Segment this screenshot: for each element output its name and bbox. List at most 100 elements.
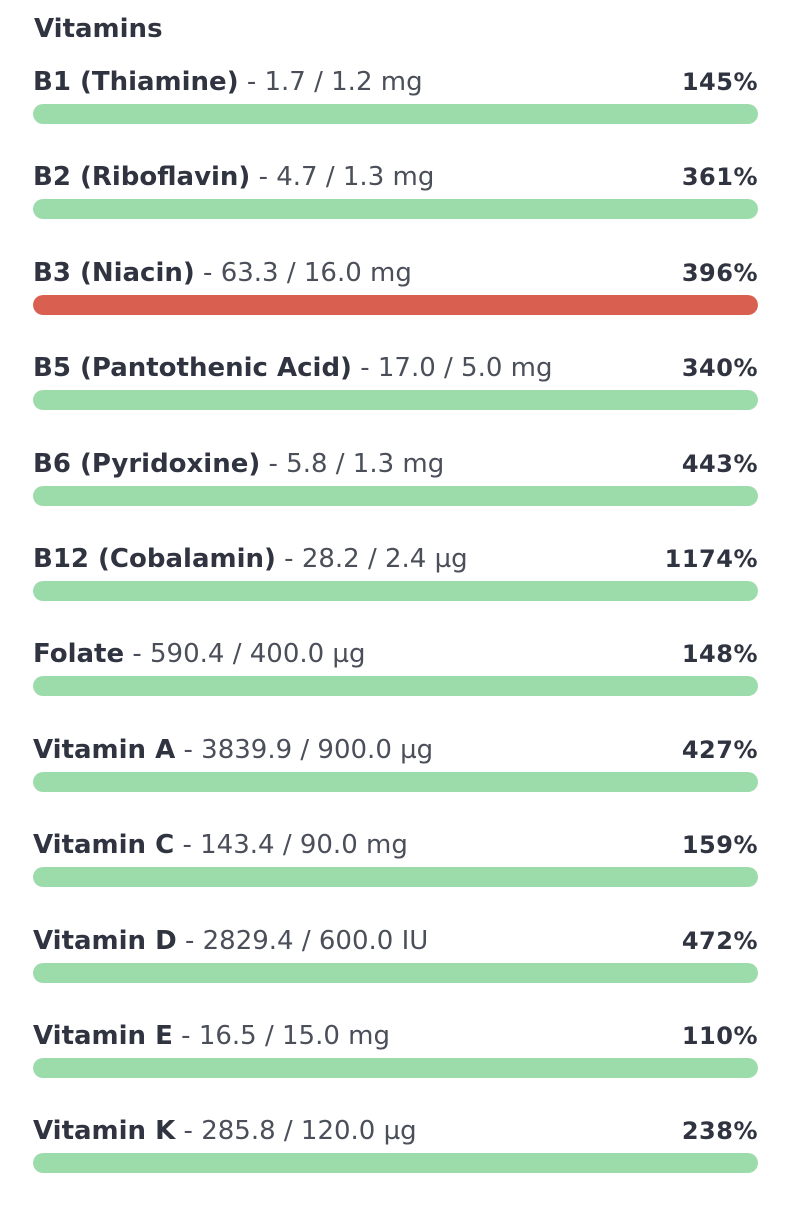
progress-bar [33,962,758,983]
nutrient-label: B6 (Pyridoxine) - 5.8 / 1.3 mg [33,444,444,484]
progress-bar-fill [33,390,758,411]
progress-bar-fill [33,1057,758,1078]
progress-bar-fill [33,676,758,697]
nutrient-name: B3 (Niacin) [33,257,195,288]
progress-bar [33,580,758,601]
nutrient-text: B3 (Niacin) - 63.3 / 16.0 mg 396% [33,253,758,293]
progress-bar [33,867,758,888]
nutrient-text: Folate - 590.4 / 400.0 µg 148% [33,634,758,674]
nutrient-label: Vitamin D - 2829.4 / 600.0 IU [33,921,428,961]
nutrient-label: B5 (Pantothenic Acid) - 17.0 / 5.0 mg [33,348,553,388]
nutrient-percent: 472% [681,926,758,955]
progress-bar-fill [33,867,758,888]
nutrient-row-vitamin-d: Vitamin D - 2829.4 / 600.0 IU 472% [33,921,758,1016]
nutrient-separator: - [260,448,287,479]
nutrient-row-vitamin-c: Vitamin C - 143.4 / 90.0 mg 159% [33,825,758,920]
progress-bar-fill [33,580,758,601]
nutrient-name: Vitamin K [33,1116,176,1147]
nutrient-percent: 427% [681,735,758,764]
nutrient-separator: - [238,67,265,97]
nutrient-percent: 110% [681,1021,758,1050]
nutrient-percent: 361% [681,163,758,192]
nutrient-percent: 443% [681,449,758,478]
progress-bar [33,676,758,697]
nutrient-row-b12-cobalamin: B12 (Cobalamin) - 28.2 / 2.4 µg 1174% [33,539,758,634]
nutrient-separator: - [194,257,221,288]
progress-bar [33,771,758,792]
nutrient-separator: - [351,353,378,384]
nutrient-separator: - [250,162,277,193]
nutrient-row-vitamin-e: Vitamin E - 16.5 / 15.0 mg 110% [33,1016,758,1111]
nutrient-name: B2 (Riboflavin) [33,162,251,193]
nutrient-amount: 1.7 / 1.2 mg [264,67,423,97]
progress-bar [33,1057,758,1078]
progress-bar-fill [33,199,758,220]
progress-bar [33,390,758,411]
progress-bar-fill [33,1153,758,1174]
nutrient-percent: 340% [681,354,758,383]
nutrient-text: Vitamin C - 143.4 / 90.0 mg 159% [33,825,758,865]
nutrient-label: Vitamin C - 143.4 / 90.0 mg [33,825,408,865]
nutrient-label: Vitamin K - 285.8 / 120.0 µg [33,1111,417,1151]
nutrient-row-vitamin-k: Vitamin K - 285.8 / 120.0 µg 238% [33,1111,758,1206]
nutrient-amount: 17.0 / 5.0 mg [377,353,553,384]
nutrient-text: Vitamin D - 2829.4 / 600.0 IU 472% [33,921,758,961]
nutrient-label: B1 (Thiamine) - 1.7 / 1.2 mg [33,62,423,102]
nutrient-amount: 28.2 / 2.4 µg [301,543,468,574]
nutrient-separator: - [175,734,202,765]
nutrient-amount: 4.7 / 1.3 mg [276,162,435,193]
progress-bar-fill [33,771,758,792]
nutrient-name: B1 (Thiamine) [33,67,239,97]
nutrient-row-vitamin-a: Vitamin A - 3839.9 / 900.0 µg 427% [33,730,758,825]
nutrient-name: B12 (Cobalamin) [33,543,276,574]
nutrient-text: B12 (Cobalamin) - 28.2 / 2.4 µg 1174% [33,539,758,579]
progress-bar-fill [33,104,758,124]
nutrient-text: B1 (Thiamine) - 1.7 / 1.2 mg 145% [33,62,758,102]
nutrient-percent: 1174% [664,544,758,573]
nutrient-row-b2-riboflavin: B2 (Riboflavin) - 4.7 / 1.3 mg 361% [33,157,758,252]
nutrient-label: Folate - 590.4 / 400.0 µg [33,634,365,674]
nutrient-text: B2 (Riboflavin) - 4.7 / 1.3 mg 361% [33,157,758,197]
nutrient-separator: - [174,830,201,861]
nutrient-label: B2 (Riboflavin) - 4.7 / 1.3 mg [33,157,434,197]
nutrient-name: Vitamin E [33,1020,173,1051]
nutrient-label: B12 (Cobalamin) - 28.2 / 2.4 µg [33,539,468,579]
nutrient-separator: - [175,1116,202,1147]
progress-bar-fill [33,294,758,315]
section-title: Vitamins [34,14,163,44]
nutrient-amount: 2829.4 / 600.0 IU [202,925,429,956]
nutrient-percent: 148% [681,640,758,669]
nutrient-percent: 145% [681,68,758,96]
nutrient-text: Vitamin K - 285.8 / 120.0 µg 238% [33,1111,758,1151]
nutrient-amount: 3839.9 / 900.0 µg [201,734,434,765]
nutrient-name: Folate [33,639,125,670]
nutrient-row-b6-pyridoxine: B6 (Pyridoxine) - 5.8 / 1.3 mg 443% [33,444,758,539]
nutrient-separator: - [124,639,151,670]
nutrient-amount: 143.4 / 90.0 mg [200,830,408,861]
nutrient-amount: 63.3 / 16.0 mg [220,257,412,288]
progress-bar [33,294,758,315]
nutrient-name: B5 (Pantothenic Acid) [33,353,352,384]
nutrient-name: Vitamin C [33,830,175,861]
progress-bar [33,104,758,124]
nutrient-row-b3-niacin: B3 (Niacin) - 63.3 / 16.0 mg 396% [33,253,758,348]
nutrient-text: B6 (Pyridoxine) - 5.8 / 1.3 mg 443% [33,444,758,484]
nutrient-separator: - [275,543,302,574]
nutrient-text: Vitamin E - 16.5 / 15.0 mg 110% [33,1016,758,1056]
nutrient-label: B3 (Niacin) - 63.3 / 16.0 mg [33,253,412,293]
nutrient-amount: 16.5 / 15.0 mg [198,1020,390,1051]
nutrient-separator: - [172,1020,199,1051]
nutrient-percent: 396% [681,258,758,287]
nutrient-row-b1-thiamine: B1 (Thiamine) - 1.7 / 1.2 mg 145% [33,62,758,157]
nutrient-list: B1 (Thiamine) - 1.7 / 1.2 mg 145% B2 (Ribo… [33,62,758,1207]
progress-bar-fill [33,485,758,506]
nutrient-percent: 159% [681,831,758,860]
progress-bar [33,1153,758,1174]
nutrient-name: Vitamin D [33,925,177,956]
nutrient-row-b5-pantothenic-acid: B5 (Pantothenic Acid) - 17.0 / 5.0 mg 340… [33,348,758,443]
nutrient-text: B5 (Pantothenic Acid) - 17.0 / 5.0 mg 340… [33,348,758,388]
progress-bar [33,485,758,506]
nutrient-label: Vitamin A - 3839.9 / 900.0 µg [33,730,433,770]
progress-bar [33,199,758,220]
